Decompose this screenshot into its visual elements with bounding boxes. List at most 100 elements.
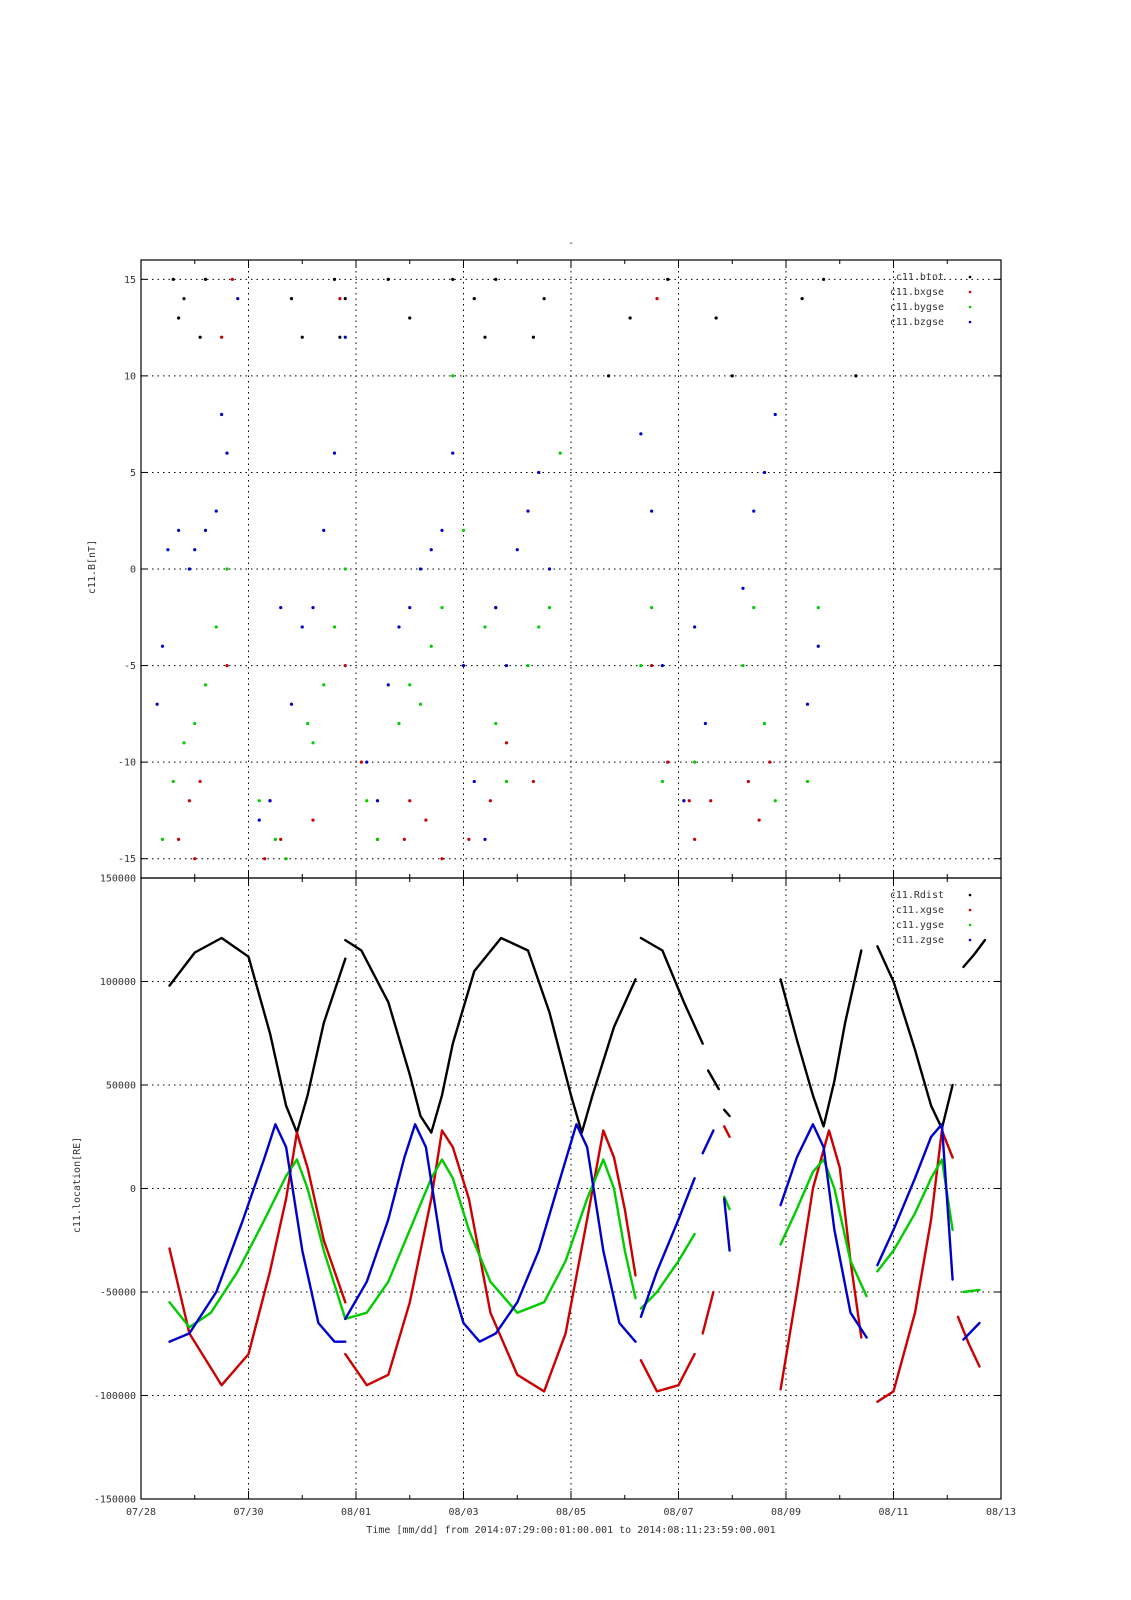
b-point-btot (730, 374, 734, 378)
b-point-bxgse (193, 857, 197, 861)
b-point-btot (338, 335, 342, 339)
b-point-bygse (773, 799, 777, 803)
b-point-bxgse (693, 837, 697, 841)
x-axis-label: Time [mm/dd] from 2014:07:29:00:01:00.00… (366, 1525, 775, 1536)
x-tick-label: 08/09 (771, 1507, 801, 1518)
legend-label-bygse: c11.bygse (890, 302, 944, 313)
b-point-bygse (193, 721, 197, 726)
y-tick-label: 0 (130, 1184, 136, 1195)
b-point-btot (203, 277, 208, 281)
b-point-btot (198, 335, 202, 339)
y-axis-label-bottom: c11.location[RE] (72, 1137, 83, 1233)
b-point-bygse (429, 644, 433, 648)
b-point-bxgse (440, 857, 444, 861)
loc-line-ygse (168, 1158, 347, 1329)
b-point-btot (300, 335, 304, 339)
b-point-btot (854, 374, 858, 378)
y-tick-label: 10 (124, 371, 136, 382)
b-point-bygse (322, 683, 326, 687)
b-point-btot (800, 297, 804, 301)
b-point-btot (607, 374, 611, 378)
frame-bottom (140, 877, 1002, 1500)
b-point-btot (472, 297, 476, 301)
b-point-bygse (311, 741, 315, 745)
loc-line-ygse (467, 1158, 637, 1314)
legend-swatch-xgse (968, 908, 972, 912)
b-point-bzgse (805, 702, 810, 706)
b-point-btot (182, 297, 186, 301)
b-point-bzgse (225, 451, 229, 455)
b-point-bxgse (687, 799, 691, 803)
legend-swatch-bxgse (968, 290, 972, 294)
b-point-bxgse (408, 799, 412, 803)
x-tick-label: 07/28 (126, 1507, 156, 1518)
b-point-bygse (160, 837, 165, 841)
b-point-bzgse (408, 606, 412, 610)
b-point-bxgse (746, 779, 750, 784)
x-tick-labels: 07/28 07/30 08/01 08/03 08/05 08/07 08/09 08/11… (126, 1507, 1016, 1518)
b-point-bxgse (504, 741, 509, 745)
b-point-bygse (225, 567, 229, 571)
b-point-bxgse (198, 779, 202, 784)
b-point-bzgse (429, 548, 433, 552)
y-tick-label: 15 (124, 275, 136, 286)
b-point-bygse (182, 741, 186, 745)
loc-line-ygse (344, 1158, 471, 1321)
b-point-btot (177, 316, 181, 320)
b-point-bzgse (155, 702, 159, 706)
y-tick-label: -5 (124, 661, 136, 672)
b-point-bygse (660, 779, 664, 784)
b-point-bygse (558, 451, 562, 455)
b-point-bygse (214, 625, 218, 629)
b-point-bzgse (440, 528, 444, 532)
b-point-bxgse (757, 818, 761, 822)
b-point-btot (483, 335, 487, 339)
b-point-bzgse (397, 625, 401, 629)
b-point-bygse (440, 606, 444, 610)
x-tick-label: 08/07 (663, 1507, 693, 1518)
b-point-btot (494, 277, 498, 281)
legend-swatch-btot (968, 275, 972, 279)
loc-line-Rdist (706, 1069, 720, 1091)
loc-line-zgse (779, 1123, 868, 1339)
b-point-bzgse (693, 625, 697, 629)
legend-swatch-ygse (968, 923, 972, 927)
b-point-bxgse (402, 837, 406, 841)
b-point-bzgse (257, 818, 261, 822)
b-point-bygse (203, 683, 208, 687)
location-panel: 150000 100000 50000 0 -50000 -100000 -150000 c… (72, 874, 1002, 1506)
b-point-bzgse (526, 509, 530, 513)
b-point-bygse (171, 779, 175, 784)
b-point-bzgse (547, 567, 552, 571)
b-point-bygse (816, 606, 820, 610)
b-point-bygse (526, 663, 530, 668)
loc-line-zgse (701, 1129, 715, 1155)
b-point-bygse (494, 721, 498, 726)
b-point-bzgse (537, 470, 541, 475)
b-point-bygse (408, 683, 412, 687)
b-point-bzgse (418, 567, 423, 571)
b-point-bxgse (359, 760, 363, 764)
y-tick-label: 150000 (100, 874, 136, 885)
y-tick-label: -150000 (94, 1495, 136, 1506)
loc-line-xgse (344, 1129, 471, 1387)
loc-line-ygse (779, 1158, 868, 1298)
b-point-bzgse (365, 760, 369, 764)
b-point-btot (171, 277, 175, 281)
b-point-bygse (273, 837, 277, 841)
legend-swatch-bygse (968, 305, 972, 309)
b-point-btot (451, 277, 455, 281)
b-point-bzgse (650, 509, 654, 513)
y-tick-label: -15 (118, 854, 136, 865)
b-point-bygse (284, 857, 288, 861)
loc-line-Rdist (639, 936, 704, 1045)
marks-bottom (168, 936, 987, 1403)
x-tick-label: 08/13 (986, 1507, 1016, 1518)
b-point-bzgse (386, 683, 390, 687)
loc-line-zgse (344, 1123, 497, 1343)
y-tick-label: -10 (118, 758, 136, 769)
b-point-bxgse (279, 837, 283, 841)
b-point-bygse (693, 760, 697, 764)
b-point-bzgse (343, 335, 347, 339)
top-marker: - (568, 238, 574, 249)
